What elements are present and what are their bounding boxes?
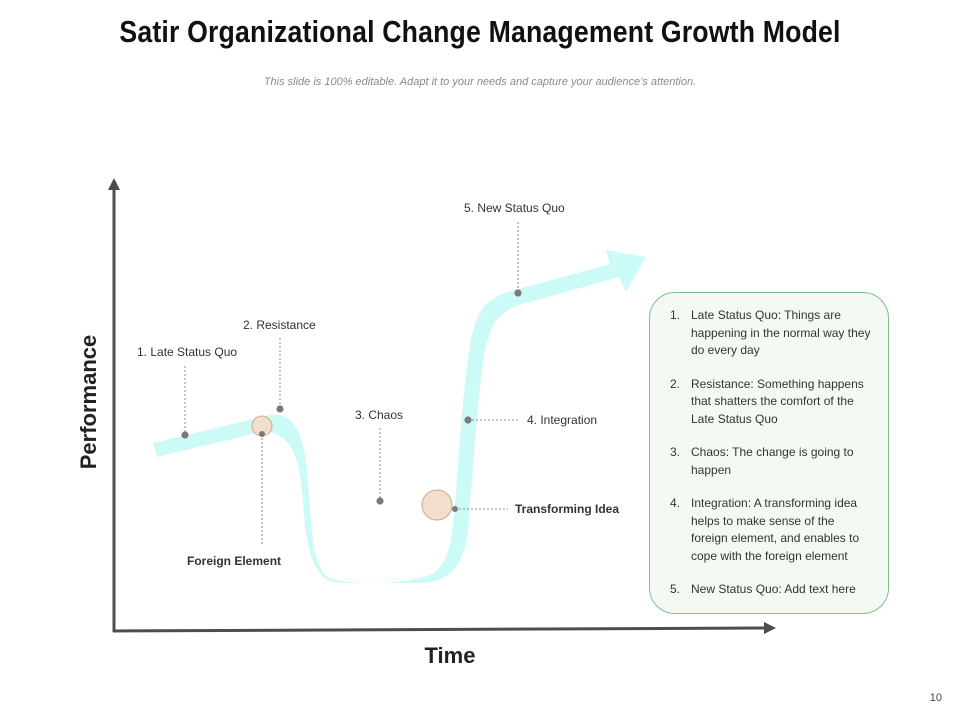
y-axis-label: Performance	[76, 335, 101, 470]
transforming-idea-marker	[421, 489, 453, 521]
x-axis-label: Time	[425, 643, 476, 668]
legend-item-text: New Status Quo: Add text here	[691, 582, 856, 596]
legend-item-number: 2.	[670, 376, 681, 391]
foreign-element-dot	[259, 431, 265, 437]
transforming-idea-dot	[452, 506, 458, 512]
slide-subtitle: This slide is 100% editable. Adapt it to…	[263, 76, 697, 88]
dot-integration	[464, 416, 472, 424]
legend-item: 4. Integration: A transforming idea help…	[670, 495, 872, 565]
y-axis-arrowhead	[108, 178, 120, 190]
x-axis-arrowhead	[764, 622, 776, 634]
dot-chaos	[376, 497, 384, 505]
legend-item-text: Integration: A transforming idea helps t…	[691, 496, 860, 563]
legend-item-number: 4.	[670, 496, 681, 510]
dot-resistance	[276, 405, 284, 413]
legend-item: 3. Chaos: The change is going to happen	[670, 444, 872, 479]
stage-label-chaos: 3. Chaos	[355, 408, 403, 422]
stage-legend-panel: 1. Late Status Quo: Things are happening…	[649, 292, 889, 614]
legend-item: 1. Late Status Quo: Things are happening…	[670, 307, 872, 360]
legend-item-text: Late Status Quo: Things are happening in…	[691, 308, 871, 357]
slide-title: Satir Organizational Change Management G…	[119, 14, 841, 49]
legend-item-text: Resistance: Something happens that shatt…	[691, 376, 864, 426]
transforming-idea-label: Transforming Idea	[515, 502, 619, 516]
stage-label-resistance: 2. Resistance	[243, 318, 316, 332]
stage-legend-list: 1. Late Status Quo: Things are happening…	[670, 307, 872, 599]
leader-lines	[184, 222, 520, 545]
stage-label-late-status-quo: 1. Late Status Quo	[137, 345, 237, 359]
legend-item-text: Chaos: The change is going to happen	[691, 445, 854, 477]
stage-label-new-status-quo: 5. New Status Quo	[464, 201, 565, 215]
legend-item: 5. New Status Quo: Add text here	[670, 581, 872, 599]
stage-dots	[181, 289, 522, 505]
dot-late-status-quo	[181, 431, 189, 439]
page-number: 10	[929, 692, 942, 704]
stage-label-integration: 4. Integration	[527, 413, 597, 427]
legend-item-number: 5.	[670, 582, 681, 596]
dot-new-status-quo	[514, 289, 522, 297]
legend-item: 2. Resistance: Something happens that sh…	[670, 376, 872, 429]
x-axis-line	[112, 626, 767, 633]
legend-item-number: 3.	[670, 445, 681, 459]
foreign-element-label: Foreign Element	[187, 554, 281, 568]
axes	[108, 178, 776, 634]
legend-item-number: 1.	[670, 308, 681, 322]
